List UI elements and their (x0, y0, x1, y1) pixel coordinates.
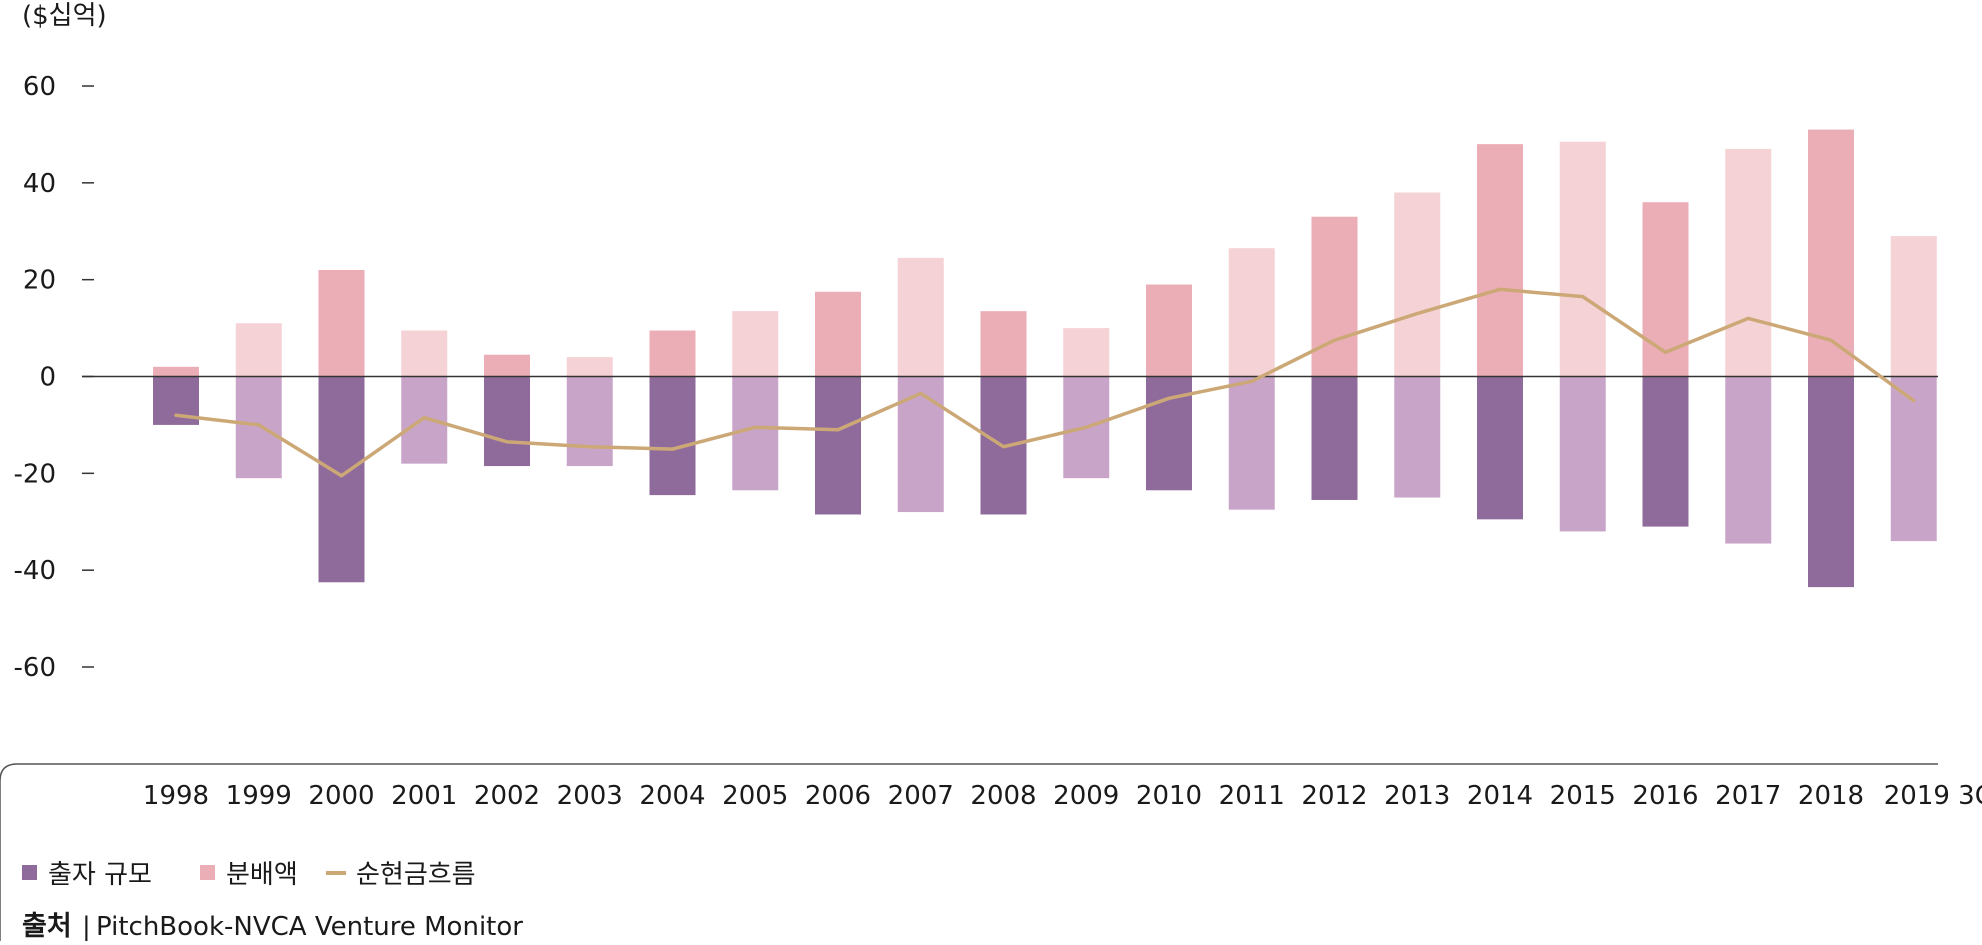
y-tick-label: -40 (14, 556, 56, 586)
source-label: 출처 (22, 911, 72, 941)
bar-distribution (1477, 144, 1523, 376)
bar-distribution (1560, 142, 1606, 377)
bar-distribution (1063, 328, 1109, 376)
x-tick-label: 2008 (970, 781, 1036, 811)
bar-investment (1394, 377, 1440, 498)
bar-distribution (1229, 248, 1275, 376)
bar-distribution (319, 270, 365, 377)
x-tick-label: 2017 (1715, 781, 1781, 811)
x-tick-label: 2009 (1053, 781, 1119, 811)
bar-distribution (236, 323, 282, 376)
y-tick-label: 0 (39, 363, 56, 393)
x-tick-label: 2005 (722, 781, 788, 811)
legend-label: 출자 규모 (48, 860, 152, 890)
legend-label: 분배액 (226, 860, 298, 890)
bar-investment (898, 377, 944, 513)
x-tick-label: 2003 (557, 781, 623, 811)
bar-investment (484, 377, 530, 467)
y-tick-label: -20 (14, 459, 56, 489)
x-tick-label: 1998 (143, 781, 209, 811)
bar-distribution (898, 258, 944, 377)
bar-distribution (484, 355, 530, 377)
bar-investment (567, 377, 613, 467)
bar-investment (815, 377, 861, 515)
bar-investment (1808, 377, 1854, 588)
bar-investment (1643, 377, 1689, 527)
y-axis-unit-label: ($십억) (22, 1, 107, 31)
bar-investment (319, 377, 365, 583)
x-tick-label: 2018 (1798, 781, 1864, 811)
bar-investment (1560, 377, 1606, 532)
legend-item: 출자 규모 (22, 860, 152, 890)
x-tick-label: 2014 (1467, 781, 1533, 811)
bar-distribution (1146, 285, 1192, 377)
source-text: PitchBook-NVCA Venture Monitor (96, 912, 523, 941)
y-tick-label: -60 (14, 653, 56, 683)
source-separator: | (82, 912, 91, 941)
bar-investment (732, 377, 778, 491)
legend-item: 분배액 (200, 860, 298, 890)
x-tick-label: 2013 (1384, 781, 1450, 811)
bar-investment (401, 377, 447, 464)
x-tick-label: 2001 (391, 781, 457, 811)
x-tick-label: 2006 (805, 781, 871, 811)
legend-swatch (200, 865, 215, 880)
legend-swatch (22, 865, 37, 880)
bar-distribution (1725, 149, 1771, 377)
bar-investment (236, 377, 282, 479)
bar-distribution (1891, 236, 1937, 376)
legend-item: 순현금흐름 (326, 860, 476, 890)
x-tick-label: 2012 (1301, 781, 1367, 811)
bar-distribution (981, 311, 1027, 376)
x-tick-label: 2019 3Q (1884, 781, 1982, 811)
y-tick-label: 60 (23, 72, 56, 102)
legend-label: 순현금흐름 (356, 860, 476, 890)
bar-distribution (567, 357, 613, 376)
x-tick-label: 2002 (474, 781, 540, 811)
y-tick-label: 20 (23, 266, 56, 296)
bar-distribution (1312, 217, 1358, 377)
bar-investment (1725, 377, 1771, 544)
x-tick-label: 2015 (1550, 781, 1616, 811)
x-tick-label: 2016 (1632, 781, 1698, 811)
bar-investment (1229, 377, 1275, 510)
x-tick-label: 2000 (308, 781, 374, 811)
bar-distribution (153, 367, 199, 377)
bar-investment (650, 377, 696, 496)
bar-distribution (401, 331, 447, 377)
y-tick-label: 40 (23, 169, 56, 199)
x-tick-label: 2007 (888, 781, 954, 811)
bar-distribution (732, 311, 778, 376)
x-tick-label: 2010 (1136, 781, 1202, 811)
bar-distribution (815, 292, 861, 377)
x-tick-label: 2004 (639, 781, 705, 811)
bar-distribution (1394, 193, 1440, 377)
x-tick-label: 1999 (226, 781, 292, 811)
bar-investment (1477, 377, 1523, 520)
x-tick-label: 2011 (1219, 781, 1285, 811)
bar-investment (1312, 377, 1358, 500)
bar-distribution (650, 331, 696, 377)
